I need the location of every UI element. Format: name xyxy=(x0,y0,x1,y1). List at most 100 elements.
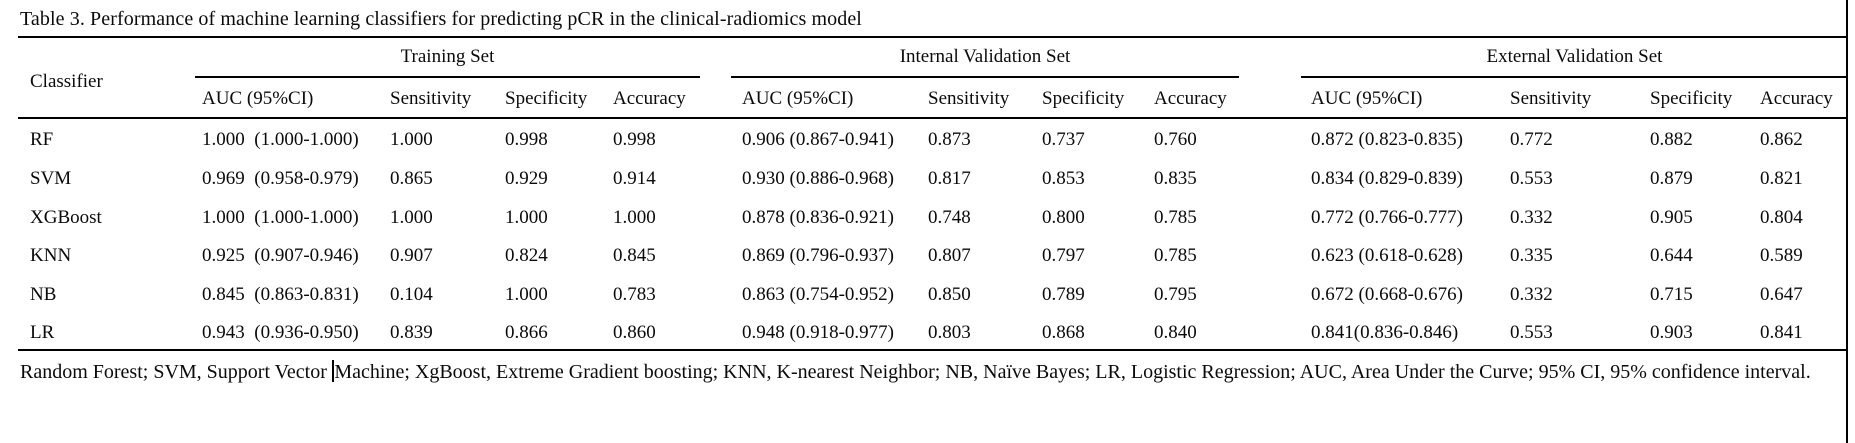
cell-internal-sensitivity: 0.748 xyxy=(928,207,971,228)
cell-internal-auc: 0.948 (0.918-0.977) xyxy=(742,322,894,343)
rule-internal-group xyxy=(731,76,1239,78)
text-cursor xyxy=(332,360,334,382)
group-header-training-set: Training Set xyxy=(400,46,495,67)
cell-internal-auc: 0.930 (0.886-0.968) xyxy=(742,168,894,189)
cell-external-auc: 0.672 (0.668-0.676) xyxy=(1311,284,1463,305)
cell-external-accuracy: 0.804 xyxy=(1760,207,1803,228)
cell-training-auc: 0.969 (0.958-0.979) xyxy=(202,168,359,189)
cell-internal-accuracy: 0.785 xyxy=(1154,245,1197,266)
column-header-classifier: Classifier xyxy=(30,71,103,92)
cell-internal-specificity: 0.800 xyxy=(1042,207,1085,228)
column-header-internal-specificity: Specificity xyxy=(1042,88,1125,109)
rule-table-bottom xyxy=(18,349,1848,351)
cell-training-accuracy: 1.000 xyxy=(613,207,656,228)
cell-internal-accuracy: 0.760 xyxy=(1154,129,1197,150)
table-row-rf: RF 1.000 (1.000-1.000) 1.000 0.998 0.998… xyxy=(0,129,1855,155)
cell-external-auc: 0.772 (0.766-0.777) xyxy=(1311,207,1463,228)
cell-classifier: LR xyxy=(30,322,55,343)
cell-internal-accuracy: 0.785 xyxy=(1154,207,1197,228)
cell-external-specificity: 0.644 xyxy=(1650,245,1693,266)
cell-training-sensitivity: 0.104 xyxy=(390,284,433,305)
cell-internal-auc: 0.869 (0.796-0.937) xyxy=(742,245,894,266)
footnote: Random Forest; SVM, Support Vector Machi… xyxy=(20,360,1811,384)
cell-external-specificity: 0.903 xyxy=(1650,322,1693,343)
cell-internal-sensitivity: 0.807 xyxy=(928,245,971,266)
cell-external-auc: 0.834 (0.829-0.839) xyxy=(1311,168,1463,189)
cell-external-specificity: 0.715 xyxy=(1650,284,1693,305)
table-row-lr: LR 0.943 (0.936-0.950) 0.839 0.866 0.860… xyxy=(0,322,1855,348)
cell-internal-sensitivity: 0.850 xyxy=(928,284,971,305)
cell-classifier: RF xyxy=(30,129,54,150)
cell-training-auc: 0.925 (0.907-0.946) xyxy=(202,245,359,266)
group-header-internal-validation-set: Internal Validation Set xyxy=(899,46,1071,67)
column-header-training-auc: AUC (95%CI) xyxy=(202,88,314,109)
cell-classifier: NB xyxy=(30,284,57,305)
cell-external-accuracy: 0.821 xyxy=(1760,168,1803,189)
cell-internal-auc: 0.878 (0.836-0.921) xyxy=(742,207,894,228)
cell-external-accuracy: 0.841 xyxy=(1760,322,1803,343)
cell-internal-accuracy: 0.835 xyxy=(1154,168,1197,189)
cell-internal-sensitivity: 0.803 xyxy=(928,322,971,343)
cell-training-sensitivity: 1.000 xyxy=(390,207,433,228)
cell-training-accuracy: 0.998 xyxy=(613,129,656,150)
cell-internal-accuracy: 0.795 xyxy=(1154,284,1197,305)
cell-training-accuracy: 0.783 xyxy=(613,284,656,305)
column-header-internal-sensitivity: Sensitivity xyxy=(928,88,1010,109)
cell-classifier: XGBoost xyxy=(30,207,102,228)
cell-training-specificity: 1.000 xyxy=(505,207,548,228)
cell-internal-specificity: 0.853 xyxy=(1042,168,1085,189)
cell-external-accuracy: 0.589 xyxy=(1760,245,1803,266)
cell-training-accuracy: 0.860 xyxy=(613,322,656,343)
table-row-knn: KNN 0.925 (0.907-0.946) 0.907 0.824 0.84… xyxy=(0,245,1855,271)
cell-training-sensitivity: 0.907 xyxy=(390,245,433,266)
cell-internal-sensitivity: 0.817 xyxy=(928,168,971,189)
cell-internal-accuracy: 0.840 xyxy=(1154,322,1197,343)
cell-external-sensitivity: 0.772 xyxy=(1510,129,1553,150)
page-right-edge xyxy=(1846,0,1848,443)
metric-header-row: AUC (95%CI) Sensitivity Specificity Accu… xyxy=(0,88,1855,114)
cell-internal-specificity: 0.789 xyxy=(1042,284,1085,305)
footnote-text-after-cursor: Machine; XgBoost, Extreme Gradient boost… xyxy=(334,361,1811,383)
cell-training-specificity: 0.866 xyxy=(505,322,548,343)
cell-internal-specificity: 0.737 xyxy=(1042,129,1085,150)
cell-classifier: KNN xyxy=(30,245,72,266)
rule-training-group xyxy=(195,76,700,78)
column-header-external-auc: AUC (95%CI) xyxy=(1311,88,1423,109)
rule-external-group xyxy=(1301,76,1848,78)
cell-external-specificity: 0.879 xyxy=(1650,168,1693,189)
cell-training-specificity: 0.998 xyxy=(505,129,548,150)
cell-training-auc: 1.000 (1.000-1.000) xyxy=(202,207,359,228)
cell-external-specificity: 0.905 xyxy=(1650,207,1693,228)
table-row-svm: SVM 0.969 (0.958-0.979) 0.865 0.929 0.91… xyxy=(0,168,1855,194)
cell-external-auc: 0.623 (0.618-0.628) xyxy=(1311,245,1463,266)
cell-training-auc: 1.000 (1.000-1.000) xyxy=(202,129,359,150)
cell-internal-specificity: 0.797 xyxy=(1042,245,1085,266)
table-row-xgboost: XGBoost 1.000 (1.000-1.000) 1.000 1.000 … xyxy=(0,207,1855,233)
column-header-external-sensitivity: Sensitivity xyxy=(1510,88,1592,109)
cell-training-sensitivity: 0.839 xyxy=(390,322,433,343)
cell-training-specificity: 0.929 xyxy=(505,168,548,189)
cell-internal-sensitivity: 0.873 xyxy=(928,129,971,150)
cell-training-specificity: 1.000 xyxy=(505,284,548,305)
cell-training-accuracy: 0.845 xyxy=(613,245,656,266)
group-header-external-validation-set: External Validation Set xyxy=(1486,46,1663,67)
cell-external-sensitivity: 0.332 xyxy=(1510,207,1553,228)
cell-external-sensitivity: 0.335 xyxy=(1510,245,1553,266)
column-header-training-specificity: Specificity xyxy=(505,88,588,109)
cell-external-specificity: 0.882 xyxy=(1650,129,1693,150)
column-header-internal-accuracy: Accuracy xyxy=(1154,88,1227,109)
table-title: Table 3. Performance of machine learning… xyxy=(20,8,862,30)
cell-training-sensitivity: 1.000 xyxy=(390,129,433,150)
cell-internal-auc: 0.863 (0.754-0.952) xyxy=(742,284,894,305)
cell-external-sensitivity: 0.553 xyxy=(1510,168,1553,189)
table-row-nb: NB 0.845 (0.863-0.831) 0.104 1.000 0.783… xyxy=(0,284,1855,310)
cell-training-auc: 0.845 (0.863-0.831) xyxy=(202,284,359,305)
cell-training-sensitivity: 0.865 xyxy=(390,168,433,189)
cell-training-auc: 0.943 (0.936-0.950) xyxy=(202,322,359,343)
cell-internal-specificity: 0.868 xyxy=(1042,322,1085,343)
column-header-internal-auc: AUC (95%CI) xyxy=(742,88,854,109)
cell-external-sensitivity: 0.553 xyxy=(1510,322,1553,343)
cell-external-sensitivity: 0.332 xyxy=(1510,284,1553,305)
cell-training-accuracy: 0.914 xyxy=(613,168,656,189)
